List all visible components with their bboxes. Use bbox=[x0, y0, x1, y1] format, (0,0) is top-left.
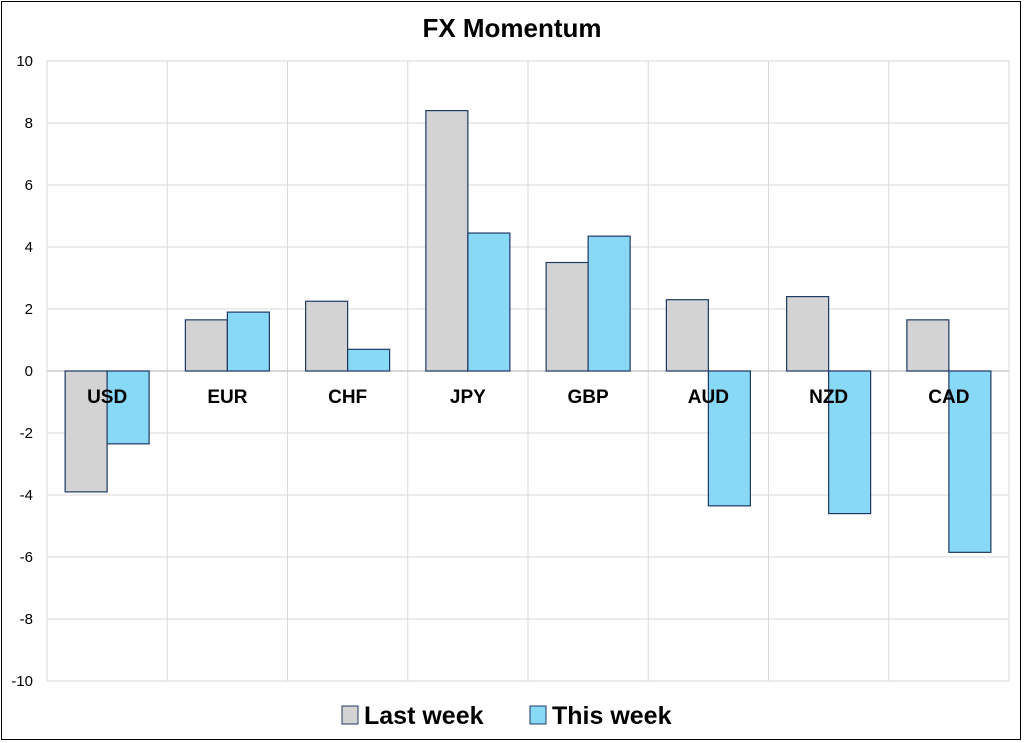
category-labels: USD EUR CHF JPY GBP AUD NZD CAD bbox=[87, 387, 969, 408]
bars bbox=[64, 109, 992, 553]
category-label: NZD bbox=[809, 387, 848, 408]
y-tick-label: 8 bbox=[25, 115, 33, 132]
legend: Last week This week bbox=[341, 702, 672, 730]
bar-nzd-last-week bbox=[786, 296, 830, 372]
y-tick-label: -10 bbox=[11, 673, 33, 690]
bar-nzd-this-week bbox=[828, 370, 872, 515]
bar-jpy-this-week bbox=[467, 232, 511, 372]
y-tick-label: 6 bbox=[25, 177, 33, 194]
bar-usd-this-week bbox=[106, 370, 150, 445]
bar-gbp-last-week bbox=[545, 261, 589, 372]
y-axis-ticks: 10 8 6 4 2 0 -2 -4 -6 -8 -10 bbox=[11, 53, 33, 690]
y-tick-label: -2 bbox=[20, 425, 33, 442]
legend-label: Last week bbox=[364, 702, 484, 730]
bar-jpy-last-week bbox=[425, 109, 469, 372]
category-label: USD bbox=[87, 387, 127, 408]
bar-cad-last-week bbox=[906, 319, 950, 372]
y-tick-label: 4 bbox=[25, 239, 33, 256]
legend-label: This week bbox=[552, 702, 672, 730]
bar-aud-last-week bbox=[665, 299, 709, 372]
category-label: AUD bbox=[688, 387, 729, 408]
bar-chf-last-week bbox=[305, 300, 349, 372]
bar-cad-this-week bbox=[948, 370, 992, 553]
y-tick-label: -8 bbox=[20, 611, 33, 628]
chart-title: FX Momentum bbox=[422, 13, 601, 43]
category-label: CHF bbox=[328, 387, 367, 408]
category-label: JPY bbox=[450, 387, 486, 408]
legend-swatch bbox=[529, 705, 547, 725]
bar-eur-last-week bbox=[184, 319, 228, 372]
legend-swatch bbox=[341, 705, 359, 725]
category-label: EUR bbox=[207, 387, 247, 408]
bar-chf-this-week bbox=[347, 348, 391, 372]
y-tick-label: 10 bbox=[16, 53, 33, 70]
bar-aud-this-week bbox=[707, 370, 751, 507]
y-tick-label: 0 bbox=[25, 363, 33, 380]
bar-eur-this-week bbox=[226, 311, 270, 372]
y-tick-label: -4 bbox=[20, 487, 33, 504]
bar-gbp-this-week bbox=[587, 235, 631, 372]
category-label: CAD bbox=[928, 387, 969, 408]
category-label: GBP bbox=[568, 387, 610, 408]
y-tick-label: -6 bbox=[20, 549, 33, 566]
y-tick-label: 2 bbox=[25, 301, 33, 318]
